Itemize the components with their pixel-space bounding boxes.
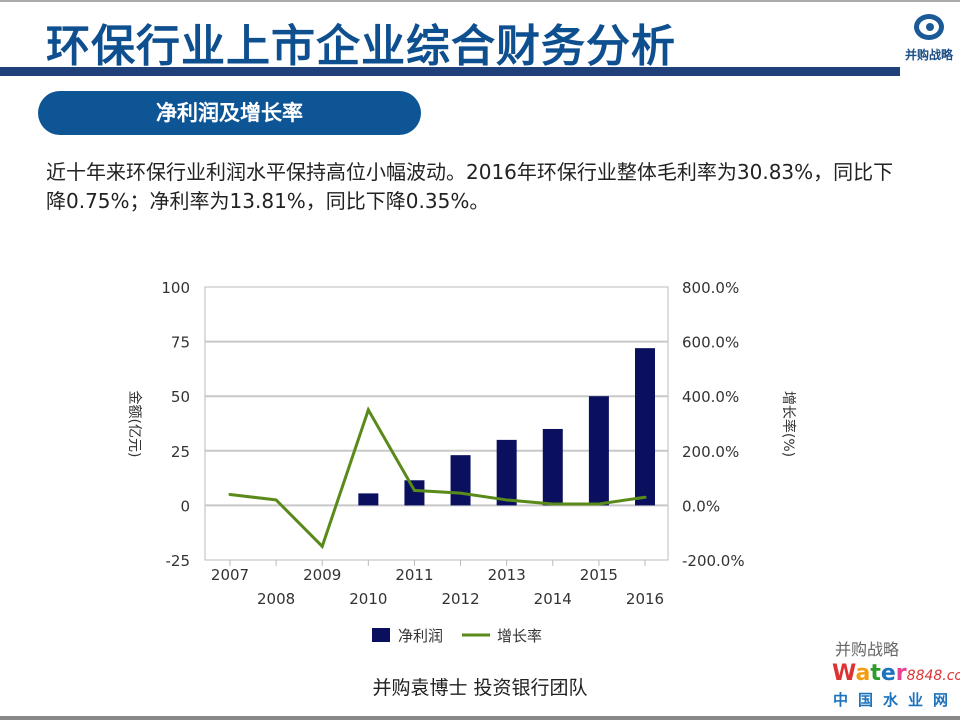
x-tick-label: 2010 — [349, 590, 387, 608]
bar-2016 — [635, 348, 655, 506]
page-title: 环保行业上市企业综合财务分析 — [46, 21, 676, 72]
line-point-2008 — [274, 498, 278, 502]
y2-tick-label: 800.0% — [682, 279, 739, 297]
y-tick-label: 100 — [161, 279, 190, 297]
site-name: 中国水业网 — [833, 691, 959, 709]
line-point-2009 — [320, 544, 324, 548]
x-tick-label: 2016 — [626, 590, 664, 608]
site-logo: Water8848.com — [832, 661, 960, 686]
y-tick-label: 0 — [180, 497, 190, 515]
bottom-border — [0, 716, 960, 720]
line-point-2010 — [366, 408, 370, 412]
section-header: 净利润及增长率 — [38, 91, 421, 135]
line-point-2012 — [459, 491, 463, 495]
footer-text: 并购袁博士 投资银行团队 — [372, 677, 588, 699]
y2-tick-label: 0.0% — [682, 497, 720, 515]
watermark: 并购战略 — [835, 640, 900, 659]
x-tick-label: 2013 — [488, 566, 526, 584]
x-tick-label: 2015 — [580, 566, 618, 584]
y-tick-label: 50 — [171, 388, 190, 406]
bar-2013 — [496, 439, 517, 506]
logo: 并购战略 — [903, 14, 955, 63]
y2-axis-label: 增长率(%) — [780, 391, 797, 457]
bar-2014 — [542, 428, 563, 506]
bar-2010 — [358, 493, 379, 506]
top-border — [0, 0, 960, 2]
legend-bar-swatch — [372, 628, 390, 642]
line-point-2011 — [412, 488, 416, 492]
x-tick-label: 2012 — [441, 590, 479, 608]
eye-icon — [914, 14, 944, 40]
line-point-2014 — [551, 502, 555, 506]
bar-2015 — [588, 396, 609, 506]
bar-2012 — [450, 455, 471, 506]
y-axis-label: 金额(亿元) — [126, 391, 142, 458]
growth-line — [229, 406, 646, 550]
summary-paragraph: 近十年来环保行业利润水平保持高位小幅波动。2016年环保行业整体毛利率为30.8… — [46, 160, 894, 213]
y2-tick-label: 600.0% — [682, 334, 739, 352]
line-point-2015 — [597, 502, 601, 506]
x-tick-label: 2014 — [534, 590, 572, 608]
line-point-2013 — [505, 498, 509, 502]
x-tick-label: 2011 — [395, 566, 433, 584]
line-point-2007 — [228, 492, 232, 496]
y-tick-label: 25 — [171, 443, 190, 461]
y-tick-label: 75 — [171, 334, 190, 352]
bar-2011 — [404, 480, 425, 506]
x-tick-label: 2009 — [303, 566, 341, 584]
y2-tick-label: 400.0% — [682, 388, 739, 406]
legend-bar-label: 净利润 — [398, 627, 443, 645]
x-tick-label: 2007 — [211, 566, 249, 584]
legend-line-label: 增长率 — [497, 627, 542, 645]
y2-tick-label: -200.0% — [682, 552, 745, 570]
x-tick-label: 2008 — [257, 590, 295, 608]
logo-text: 并购战略 — [904, 48, 953, 62]
title-underline — [0, 67, 900, 76]
line-point-2016 — [643, 495, 647, 499]
y-tick-label: -25 — [166, 552, 191, 570]
y2-tick-label: 200.0% — [682, 443, 739, 461]
